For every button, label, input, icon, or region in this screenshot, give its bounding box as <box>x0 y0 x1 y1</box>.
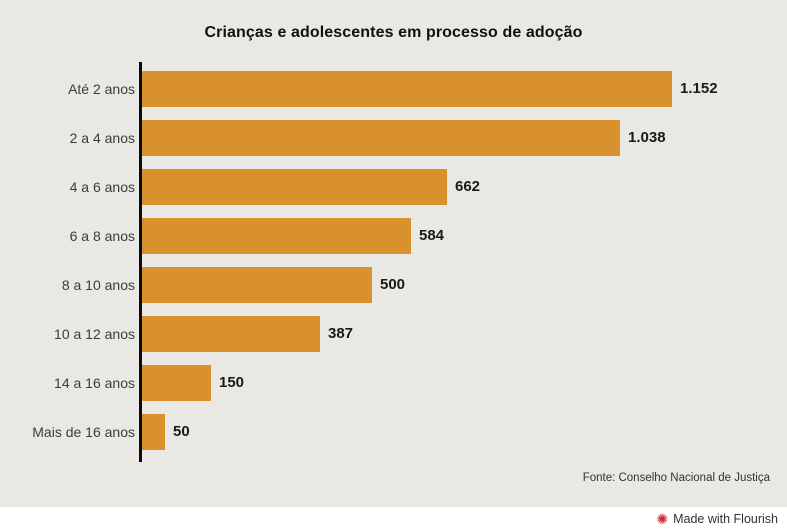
bar-row: 10 a 12 anos 387 <box>0 309 781 358</box>
category-label: 4 a 6 anos <box>69 178 135 195</box>
category-label: 6 a 8 anos <box>69 227 135 244</box>
bar[interactable] <box>142 168 447 205</box>
bar-rows: Até 2 anos 1.152 2 a 4 anos 1.038 4 a 6 anos… <box>0 64 781 456</box>
bar-track: 150 <box>142 364 781 401</box>
bar[interactable] <box>142 315 320 352</box>
flourish-burst-icon: ✺ <box>656 510 669 527</box>
bar-row: Até 2 anos 1.152 <box>0 64 781 113</box>
bar-track: 662 <box>142 168 781 205</box>
value-label: 387 <box>328 325 354 342</box>
category-label: Mais de 16 anos <box>32 423 135 440</box>
bar-row: Mais de 16 anos 50 <box>0 407 781 456</box>
value-label: 50 <box>173 423 190 440</box>
category-label: 2 a 4 anos <box>69 129 135 146</box>
bar[interactable] <box>142 119 620 156</box>
category-label: 10 a 12 anos <box>54 325 135 342</box>
flourish-credit[interactable]: ✺ Made with Flourish <box>0 507 787 530</box>
bar-row: 8 a 10 anos 500 <box>0 260 781 309</box>
y-axis-line <box>139 62 142 462</box>
chart-panel: Crianças e adolescentes em processo de a… <box>0 0 787 507</box>
bar-row: 4 a 6 anos 662 <box>0 162 781 211</box>
bar-row: 2 a 4 anos 1.038 <box>0 113 781 162</box>
value-label: 1.038 <box>628 129 666 146</box>
chart-title: Crianças e adolescentes em processo de a… <box>204 24 583 41</box>
value-label: 584 <box>419 227 445 244</box>
value-label: 662 <box>455 178 481 195</box>
bar-track: 500 <box>142 266 781 303</box>
bar-track: 1.152 <box>142 70 781 107</box>
category-label: Até 2 anos <box>68 80 135 97</box>
bar-track: 584 <box>142 217 781 254</box>
value-label: 150 <box>219 374 245 391</box>
bar[interactable] <box>142 217 411 254</box>
bar[interactable] <box>142 364 211 401</box>
bar-row: 6 a 8 anos 584 <box>0 211 781 260</box>
bar[interactable] <box>142 266 372 303</box>
source-note: Fonte: Conselho Nacional de Justiça <box>582 472 770 484</box>
bar-track: 1.038 <box>142 119 781 156</box>
bar-track: 50 <box>142 413 781 450</box>
bar-row: 14 a 16 anos 150 <box>0 358 781 407</box>
value-label: 1.152 <box>680 80 718 97</box>
value-label: 500 <box>380 276 406 293</box>
bar[interactable] <box>142 413 165 450</box>
category-label: 8 a 10 anos <box>61 276 135 293</box>
bar[interactable] <box>142 70 672 107</box>
bar-track: 387 <box>142 315 781 352</box>
flourish-credit-label[interactable]: Made with Flourish <box>673 511 778 526</box>
category-label: 14 a 16 anos <box>54 374 135 391</box>
